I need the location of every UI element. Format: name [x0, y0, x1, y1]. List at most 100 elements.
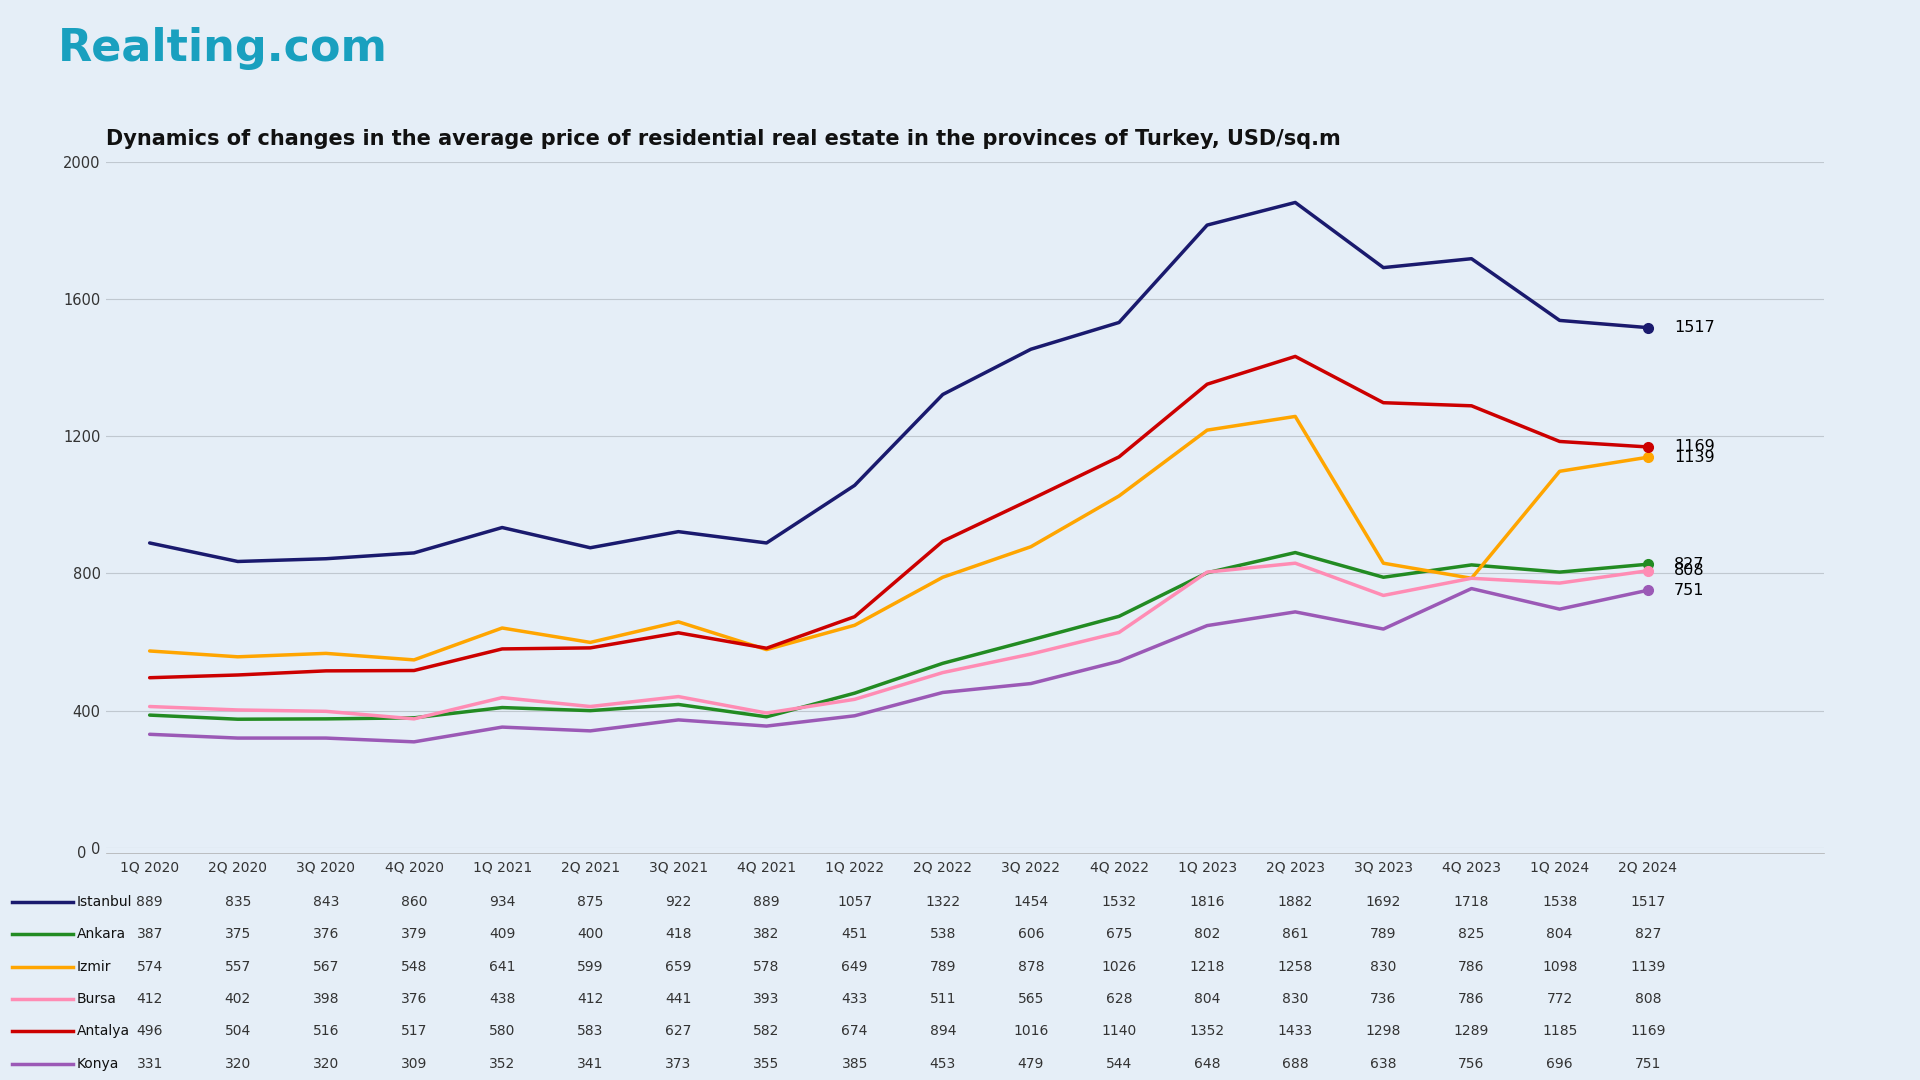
Text: 751: 751	[1634, 1057, 1661, 1070]
Text: 802: 802	[1194, 928, 1221, 941]
Text: 606: 606	[1018, 928, 1044, 941]
Text: 379: 379	[401, 928, 428, 941]
Text: 574: 574	[136, 960, 163, 973]
Text: 3Q 2021: 3Q 2021	[649, 861, 708, 874]
Text: 4Q 2022: 4Q 2022	[1089, 861, 1148, 874]
Text: 1Q 2024: 1Q 2024	[1530, 861, 1590, 874]
Text: 894: 894	[929, 1025, 956, 1038]
Text: 674: 674	[841, 1025, 868, 1038]
Text: 1816: 1816	[1188, 895, 1225, 908]
Text: 1298: 1298	[1365, 1025, 1402, 1038]
Text: 1Q 2023: 1Q 2023	[1177, 861, 1236, 874]
Text: 504: 504	[225, 1025, 252, 1038]
Text: 878: 878	[1018, 960, 1044, 973]
Text: 4Q 2020: 4Q 2020	[384, 861, 444, 874]
Text: 786: 786	[1459, 960, 1484, 973]
Text: 516: 516	[313, 1025, 340, 1038]
Text: Antalya: Antalya	[77, 1025, 131, 1038]
Text: 2Q 2024: 2Q 2024	[1619, 861, 1678, 874]
Text: 825: 825	[1459, 928, 1484, 941]
Text: 627: 627	[664, 1025, 691, 1038]
Text: 538: 538	[929, 928, 956, 941]
Text: 409: 409	[490, 928, 515, 941]
Text: 4Q 2023: 4Q 2023	[1442, 861, 1501, 874]
Text: 675: 675	[1106, 928, 1133, 941]
Text: Dynamics of changes in the average price of residential real estate in the provi: Dynamics of changes in the average price…	[106, 129, 1340, 149]
Text: 804: 804	[1194, 993, 1221, 1005]
Text: 843: 843	[313, 895, 340, 908]
Text: 511: 511	[929, 993, 956, 1005]
Text: 1517: 1517	[1630, 895, 1665, 908]
Text: 578: 578	[753, 960, 780, 973]
Text: 1538: 1538	[1542, 895, 1576, 908]
Text: 736: 736	[1371, 993, 1396, 1005]
Text: 1139: 1139	[1674, 449, 1715, 464]
Text: 544: 544	[1106, 1057, 1133, 1070]
Text: 402: 402	[225, 993, 252, 1005]
Text: 2Q 2023: 2Q 2023	[1265, 861, 1325, 874]
Text: 934: 934	[490, 895, 515, 908]
Text: 412: 412	[578, 993, 603, 1005]
Text: 398: 398	[313, 993, 340, 1005]
Text: 1517: 1517	[1674, 320, 1715, 335]
Text: 517: 517	[401, 1025, 428, 1038]
Text: 1185: 1185	[1542, 1025, 1578, 1038]
Text: 451: 451	[841, 928, 868, 941]
Text: 376: 376	[401, 993, 428, 1005]
Text: 1098: 1098	[1542, 960, 1578, 973]
Text: 830: 830	[1371, 960, 1396, 973]
Text: 827: 827	[1674, 556, 1705, 571]
Text: 375: 375	[225, 928, 252, 941]
Text: 352: 352	[490, 1057, 515, 1070]
Text: 789: 789	[1371, 928, 1396, 941]
Text: 1016: 1016	[1014, 1025, 1048, 1038]
Text: 688: 688	[1283, 1057, 1309, 1070]
Text: 438: 438	[490, 993, 515, 1005]
Text: 320: 320	[313, 1057, 340, 1070]
Text: 412: 412	[136, 993, 163, 1005]
Text: 804: 804	[1546, 928, 1572, 941]
Text: 648: 648	[1194, 1057, 1221, 1070]
Text: 1218: 1218	[1190, 960, 1225, 973]
Text: 479: 479	[1018, 1057, 1044, 1070]
Text: 4Q 2021: 4Q 2021	[737, 861, 797, 874]
Text: Izmir: Izmir	[77, 960, 111, 973]
Text: 320: 320	[225, 1057, 252, 1070]
Text: 355: 355	[753, 1057, 780, 1070]
Text: 649: 649	[841, 960, 868, 973]
Text: 1140: 1140	[1102, 1025, 1137, 1038]
Text: 309: 309	[401, 1057, 428, 1070]
Text: 2Q 2020: 2Q 2020	[207, 861, 267, 874]
Text: 1Q 2021: 1Q 2021	[472, 861, 532, 874]
Text: 860: 860	[401, 895, 428, 908]
Text: 0: 0	[77, 846, 86, 861]
Text: 1322: 1322	[925, 895, 960, 908]
Text: 835: 835	[225, 895, 252, 908]
Text: 1169: 1169	[1674, 440, 1715, 455]
Text: 628: 628	[1106, 993, 1133, 1005]
Text: 1692: 1692	[1365, 895, 1402, 908]
Text: 433: 433	[841, 993, 868, 1005]
Text: 756: 756	[1459, 1057, 1484, 1070]
Text: 659: 659	[664, 960, 691, 973]
Text: 580: 580	[490, 1025, 515, 1038]
Text: 3Q 2020: 3Q 2020	[296, 861, 355, 874]
Text: 641: 641	[490, 960, 515, 973]
Text: 1532: 1532	[1102, 895, 1137, 908]
Text: Istanbul: Istanbul	[77, 895, 132, 908]
Text: 496: 496	[136, 1025, 163, 1038]
Text: 382: 382	[753, 928, 780, 941]
Text: 567: 567	[313, 960, 340, 973]
Text: 385: 385	[841, 1057, 868, 1070]
Text: 789: 789	[929, 960, 956, 973]
Text: 1882: 1882	[1277, 895, 1313, 908]
Text: 786: 786	[1459, 993, 1484, 1005]
Text: 808: 808	[1634, 993, 1661, 1005]
Text: 1433: 1433	[1277, 1025, 1313, 1038]
Text: 830: 830	[1283, 993, 1308, 1005]
Text: 331: 331	[136, 1057, 163, 1070]
Text: 875: 875	[578, 895, 603, 908]
Text: 1057: 1057	[837, 895, 872, 908]
Text: 599: 599	[578, 960, 603, 973]
Text: 1139: 1139	[1630, 960, 1665, 973]
